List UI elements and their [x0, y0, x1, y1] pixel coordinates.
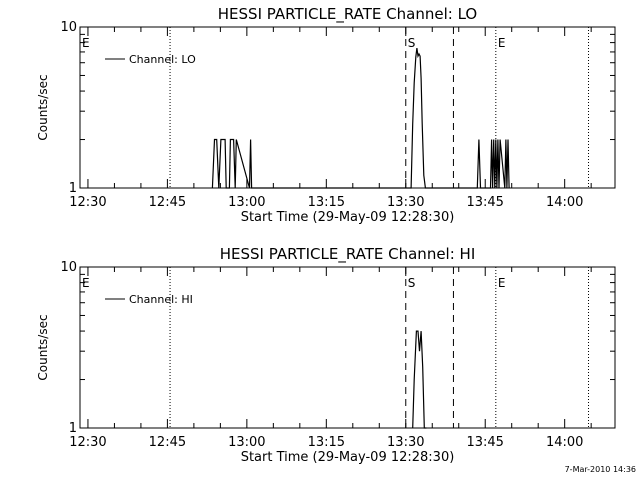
panel2-x-tick-label: 14:00 — [546, 435, 583, 450]
timestamp-footer: 7-Mar-2010 14:36 — [564, 465, 636, 474]
panel1-x-tick-label: 12:45 — [149, 195, 186, 210]
panel1-title: HESSI PARTICLE_RATE Channel: LO — [218, 5, 477, 24]
panel2-title: HESSI PARTICLE_RATE Channel: HI — [220, 245, 476, 264]
panel1-x-tick-label: 12:30 — [69, 195, 106, 210]
panel2-marker-label: E — [498, 276, 506, 290]
panel1-x-tick-label: 13:30 — [387, 195, 424, 210]
panel1-y-tick-label: 10 — [60, 20, 77, 35]
panel1-x-tick-label: 13:00 — [228, 195, 265, 210]
panel1-marker-label: S — [408, 36, 416, 50]
panel1-series-line — [211, 48, 510, 189]
panel1-marker-label: E — [498, 36, 506, 50]
panel2-x-tick-label: 12:30 — [69, 435, 106, 450]
panel1-x-tick-label: 13:45 — [466, 195, 503, 210]
panel2-x-tick-label: 12:45 — [149, 435, 186, 450]
panel2-x-tick-label: 13:30 — [387, 435, 424, 450]
panel2-x-tick-label: 13:45 — [466, 435, 503, 450]
panel2-series-line — [412, 330, 427, 429]
panel2-y-tick-label: 10 — [60, 260, 77, 275]
panel2-plot-frame — [79, 266, 616, 429]
panel2-x-tick-label: 13:15 — [308, 435, 345, 450]
panel1-y-axis-label: Counts/sec — [36, 74, 50, 140]
panel1-x-axis-label: Start Time (29-May-09 12:28:30) — [241, 210, 455, 225]
panel1-y-tick-label: 1 — [69, 181, 77, 196]
panel2-marker-label: E — [82, 276, 90, 290]
panel1-plot-frame — [79, 26, 616, 189]
panel2-y-axis-label: Counts/sec — [36, 314, 50, 380]
panel1-legend-label: Channel: LO — [129, 53, 196, 66]
panel1-x-tick-label: 13:15 — [308, 195, 345, 210]
panel2-y-tick-label: 1 — [69, 421, 77, 436]
panel1-marker-label: E — [82, 36, 90, 50]
panel2-marker-label: S — [408, 276, 416, 290]
panel2-x-axis-label: Start Time (29-May-09 12:28:30) — [241, 450, 455, 465]
panel2-x-tick-label: 13:00 — [228, 435, 265, 450]
panel2-legend-label: Channel: HI — [129, 293, 193, 306]
panel1-x-tick-label: 14:00 — [546, 195, 583, 210]
